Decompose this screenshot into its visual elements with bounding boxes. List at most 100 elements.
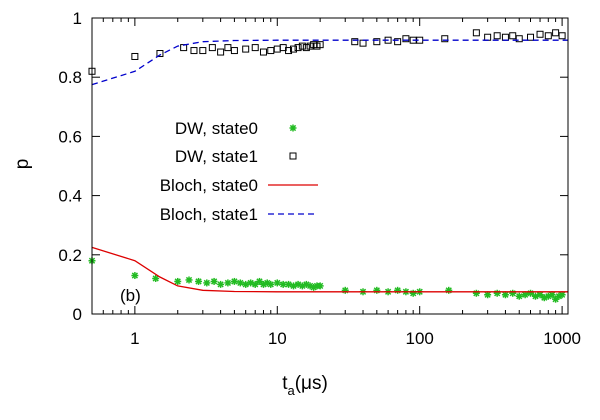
x-axis-label-subscript: a <box>287 383 295 398</box>
marker-stroke <box>317 282 324 290</box>
series-points-dw-state1 <box>88 29 566 75</box>
data-point <box>185 276 193 284</box>
marker-stroke <box>174 278 181 285</box>
data-point <box>217 280 225 288</box>
data-point <box>251 280 259 288</box>
data-point <box>402 35 410 43</box>
data-point <box>267 47 275 55</box>
data-point <box>501 33 509 41</box>
panel-annotation: (b) <box>120 286 141 305</box>
marker-stroke <box>521 291 529 298</box>
marker-stroke <box>203 279 210 287</box>
data-point <box>259 48 267 56</box>
data-point <box>351 38 359 46</box>
data-point <box>224 279 232 287</box>
marker-stroke <box>252 281 259 288</box>
data-point <box>273 45 281 53</box>
axis-labels: p ta(μs) <box>12 159 328 398</box>
data-point <box>373 286 381 294</box>
data-point <box>509 32 517 40</box>
data-point <box>230 277 238 285</box>
data-point <box>544 32 552 40</box>
series-layer <box>88 29 568 303</box>
marker-stroke <box>306 282 314 290</box>
data-point <box>298 42 306 50</box>
marker-stroke <box>231 278 238 285</box>
data-point <box>558 32 566 40</box>
marker-stroke <box>516 293 523 300</box>
x-tick-label: 100 <box>406 329 434 348</box>
data-point <box>174 277 182 285</box>
data-point <box>195 277 203 285</box>
legend-label: DW, state0 <box>175 119 258 138</box>
data-point <box>267 280 275 288</box>
marker-stroke <box>294 281 302 288</box>
data-point <box>203 279 211 287</box>
marker-stroke <box>558 291 566 298</box>
data-point <box>251 44 259 52</box>
data-point <box>509 289 517 297</box>
marker-stroke <box>484 291 491 298</box>
marker-stroke <box>280 281 287 288</box>
marker-stroke <box>247 279 254 287</box>
data-point <box>493 32 501 40</box>
data-point <box>290 45 298 53</box>
data-point <box>190 47 198 55</box>
data-point <box>493 289 501 297</box>
data-point <box>552 29 560 37</box>
legend-swatch <box>289 124 297 132</box>
data-point <box>515 292 523 300</box>
data-point <box>373 38 381 46</box>
marker-stroke <box>289 124 297 132</box>
marker-stroke <box>152 275 159 282</box>
data-point <box>316 41 324 49</box>
data-point <box>472 29 480 37</box>
y-tick-label: 0 <box>73 305 82 324</box>
data-point <box>536 30 544 38</box>
data-point <box>236 279 244 287</box>
data-point <box>441 35 449 43</box>
data-point <box>217 48 225 56</box>
data-point <box>515 35 523 43</box>
data-point <box>527 33 535 41</box>
marker-stroke <box>274 279 281 287</box>
data-point <box>156 50 164 58</box>
y-tick-label: 0.4 <box>58 187 82 206</box>
legend: DW, state0 DW, state1 Bloch, state0 Bloch, … <box>160 119 318 224</box>
x-tick-label: 1000 <box>543 329 581 348</box>
data-point <box>359 39 367 47</box>
y-tick-label: 0.8 <box>58 68 82 87</box>
data-point <box>472 289 480 297</box>
plot-frame <box>91 17 569 315</box>
data-point <box>210 277 218 285</box>
data-point <box>341 286 349 294</box>
legend-label: Bloch, state0 <box>160 176 258 195</box>
y-axis-label: p <box>12 159 33 170</box>
marker-stroke <box>210 278 218 285</box>
data-point <box>230 47 238 55</box>
marker-stroke <box>264 279 271 287</box>
data-point <box>409 289 417 297</box>
marker-stroke <box>536 291 544 298</box>
data-point <box>394 286 402 294</box>
legend-label: DW, state1 <box>175 147 258 166</box>
x-axis-label-unit: (μs) <box>295 373 328 394</box>
marker-stroke <box>285 281 292 288</box>
data-point <box>224 44 232 52</box>
x-tick-label: 10 <box>268 329 287 348</box>
data-point <box>484 33 492 41</box>
marker-stroke <box>267 281 274 288</box>
marker-stroke <box>185 276 193 284</box>
data-point <box>316 282 324 290</box>
data-point <box>208 44 216 52</box>
x-tick-label: 1 <box>130 329 139 348</box>
series-points-dw-state0 <box>88 257 566 303</box>
y-tick-label: 0.2 <box>58 246 82 265</box>
data-point <box>558 291 566 299</box>
marker-stroke <box>548 291 556 298</box>
marker-stroke <box>224 279 232 287</box>
marker-stroke <box>195 278 202 285</box>
series-line-bloch-state1 <box>91 39 568 86</box>
data-point <box>152 274 160 282</box>
